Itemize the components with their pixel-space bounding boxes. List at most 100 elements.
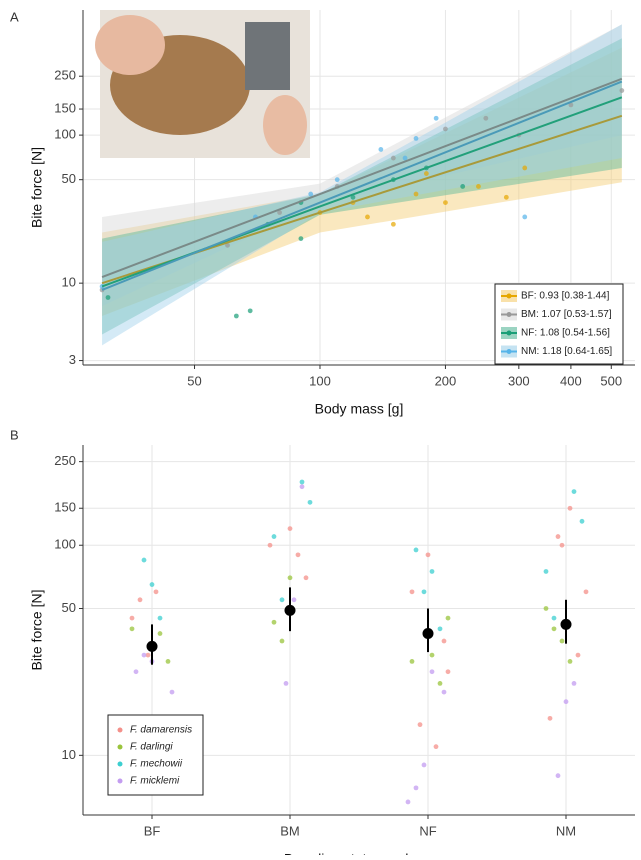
x-tick-label: 50 [187,373,201,388]
data-point [145,652,151,658]
data-point [308,191,314,197]
data-point [443,200,448,206]
x-tick-label: 100 [309,373,331,388]
data-point [149,582,155,587]
x-tick-label: NM [556,823,576,838]
data-point [551,626,557,632]
data-point [559,638,565,644]
data-point [429,652,435,658]
x-axis-title: Body mass [g] [315,401,404,417]
data-point [298,236,304,241]
y-tick-label: 50 [62,600,76,615]
data-point [225,242,230,248]
data-point [247,308,253,314]
data-point [543,606,549,611]
photo [95,10,310,158]
data-point [153,589,159,595]
panel-label: A [10,9,19,24]
data-point [433,115,439,121]
y-axis-title: Bite force [N] [29,147,45,228]
data-point [423,171,429,176]
y-tick-label: 100 [54,127,76,142]
data-point [547,715,553,721]
data-point [271,619,277,625]
data-point [409,658,415,664]
data-point [567,505,573,511]
data-point [563,699,569,705]
legend-dot [117,778,123,784]
mean-point [560,618,572,630]
data-point [445,669,451,675]
data-point [417,722,423,728]
data-point [555,773,561,779]
photo-device [245,22,290,90]
data-point [503,194,509,200]
data-point [402,155,408,161]
data-point [619,88,625,93]
data-point [571,680,577,686]
data-point [421,589,427,595]
legend-dot [506,330,512,336]
x-tick-label: BF [144,823,161,838]
data-point [378,147,384,152]
x-axis-title: Breeding status and sex [284,851,434,855]
data-point [437,626,443,632]
data-point [165,658,171,664]
data-point [279,597,285,603]
regression-line [101,80,623,291]
data-point [129,626,135,632]
data-point [579,518,585,524]
data-point [421,762,427,768]
data-point [350,194,356,200]
data-point [169,689,175,695]
x-tick-label: 200 [435,373,457,388]
data-point [291,597,297,603]
data-point [137,597,143,603]
photo-hand [95,15,165,75]
legend-label: F. damarensis [130,725,192,736]
legend-label: F. darlingi [130,742,173,753]
data-point [441,689,447,695]
data-point [433,744,439,750]
legend-box [107,714,204,796]
legend-dot [117,727,123,733]
data-point [583,589,589,595]
y-tick-label: 250 [54,68,76,83]
data-point [287,575,293,581]
confidence-band [102,24,622,307]
data-point [567,658,573,664]
panel-label: B [10,427,19,442]
data-point [157,615,163,621]
y-tick-label: 150 [54,100,76,115]
data-point [559,542,565,548]
y-tick-label: 50 [62,171,76,186]
y-tick-label: 10 [62,747,76,762]
data-point [299,479,305,485]
data-point [287,526,293,532]
data-point [303,575,309,581]
y-tick-label: 3 [69,352,76,367]
x-tick-label: 400 [560,373,582,388]
data-point [413,785,419,791]
data-point [334,177,340,183]
y-tick-label: 150 [54,500,76,515]
x-tick-label: 500 [600,373,622,388]
data-point [413,136,419,141]
data-point [299,484,305,490]
legend-dot [506,312,512,317]
data-point [277,210,282,215]
legend-label: NM: 1.18 [0.64-1.65] [521,346,612,357]
legend-dot [506,293,512,299]
data-point [476,184,481,189]
data-point [233,313,239,319]
data-point [460,184,466,189]
data-point [555,534,561,539]
data-point [551,615,557,621]
data-point [441,638,447,644]
data-point [405,799,411,805]
data-point [437,680,443,686]
legend-label: BM: 1.07 [0.53-1.57] [521,309,612,320]
regression-line [101,77,623,278]
data-point [390,155,396,161]
